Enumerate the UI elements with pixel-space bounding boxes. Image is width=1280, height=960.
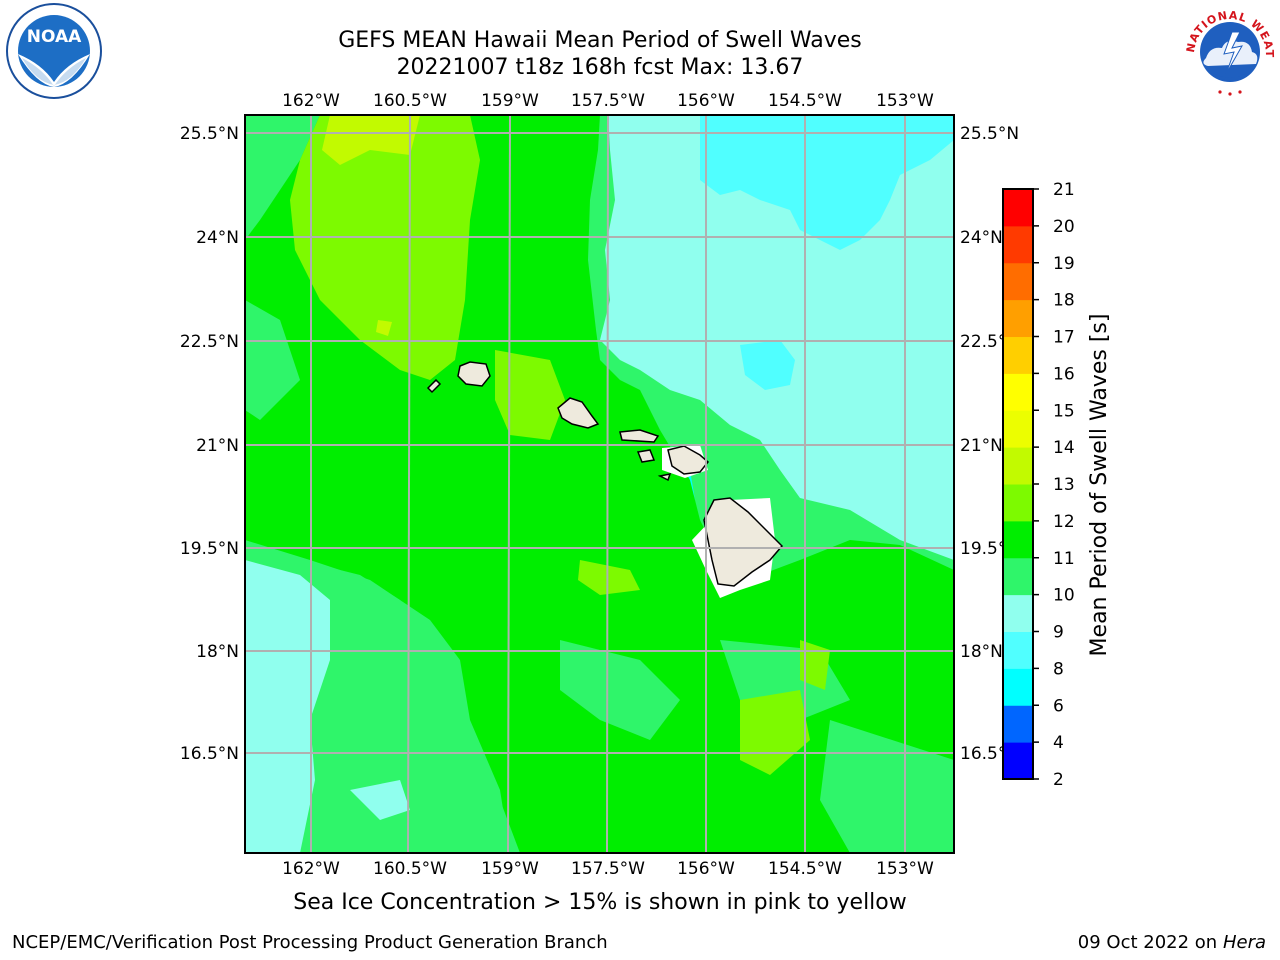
credit-date: 09 Oct 2022 on Hera bbox=[1078, 932, 1266, 953]
colorbar-tick-label: 8 bbox=[1053, 659, 1064, 679]
hawaii-big-island bbox=[703, 497, 784, 587]
colorbar-tick-label: 12 bbox=[1053, 512, 1075, 532]
lon-label: 157.5°W bbox=[571, 859, 645, 879]
colorbar-swatch bbox=[1003, 373, 1033, 411]
map-gridlines bbox=[245, 115, 954, 853]
colorbar-swatch bbox=[1003, 594, 1033, 633]
lat-label: 25.5°N bbox=[960, 124, 1019, 144]
oahu-island bbox=[557, 397, 600, 429]
colorbar-tick-label: 2 bbox=[1053, 770, 1064, 790]
kahoolawe-island bbox=[657, 473, 672, 482]
lat-label: 21°N bbox=[196, 436, 239, 456]
colorbar-swatch bbox=[1003, 668, 1033, 706]
colorbar-swatch bbox=[1003, 484, 1033, 522]
lon-label: 162°W bbox=[282, 859, 340, 879]
maui-island bbox=[667, 445, 710, 475]
lon-label: 160.5°W bbox=[373, 859, 447, 879]
colorbar-tick-label: 13 bbox=[1053, 475, 1075, 495]
colorbar-tick-label: 4 bbox=[1053, 733, 1064, 753]
colorbar-swatch bbox=[1003, 447, 1033, 485]
lat-label: 18°N bbox=[196, 642, 239, 662]
colorbar-swatch bbox=[1003, 410, 1033, 448]
lon-label: 153°W bbox=[876, 859, 934, 879]
field-8-9s bbox=[700, 115, 954, 250]
colorbar-tick-label: 18 bbox=[1053, 291, 1075, 311]
sea-ice-note: Sea Ice Concentration > 15% is shown in … bbox=[293, 890, 907, 915]
credit-branch: NCEP/EMC/Verification Post Processing Pr… bbox=[12, 932, 608, 953]
field-13-14s bbox=[322, 115, 420, 165]
lon-label: 153°W bbox=[876, 91, 934, 111]
lon-labels-top: 162°W 160.5°W 159°W 157.5°W 156°W 154.5°… bbox=[282, 91, 934, 111]
colorbar-tick-label: 15 bbox=[1053, 401, 1075, 421]
map-frame bbox=[244, 114, 955, 854]
lon-labels-bottom: 162°W 160.5°W 159°W 157.5°W 156°W 154.5°… bbox=[282, 859, 934, 879]
nws-logo: NATIONAL WEATHER SERVICE bbox=[1180, 0, 1278, 98]
lon-label: 157.5°W bbox=[571, 91, 645, 111]
lon-label: 160.5°W bbox=[373, 91, 447, 111]
lat-label: 24°N bbox=[196, 228, 239, 248]
colorbar-swatch bbox=[1003, 742, 1033, 780]
niihau-island bbox=[426, 378, 442, 394]
field-12-13s bbox=[290, 115, 480, 380]
colorbar-tick-label: 16 bbox=[1053, 364, 1075, 384]
noaa-logo: NOAA bbox=[6, 3, 102, 99]
colorbar-tick-label: 6 bbox=[1053, 696, 1064, 716]
chart-subtitle: 20221007 t18z 168h fcst Max: 13.67 bbox=[396, 55, 804, 80]
lon-label: 159°W bbox=[481, 91, 539, 111]
lat-label: 24°N bbox=[960, 228, 1003, 248]
colorbar-ticks: 2 4 6 8 9 10 11 12 13 14 15 16 17 18 19 20 21 bbox=[1033, 180, 1075, 790]
colorbar-swatch bbox=[1003, 557, 1033, 596]
colorbar-tick-label: 11 bbox=[1053, 549, 1075, 569]
colorbar-tick-label: 17 bbox=[1053, 328, 1075, 348]
lon-label: 159°W bbox=[481, 859, 539, 879]
lat-label: 19.5°N bbox=[180, 539, 239, 559]
lon-label: 154.5°W bbox=[768, 859, 842, 879]
colorbar-swatch bbox=[1003, 299, 1033, 338]
colorbar-swatch bbox=[1003, 631, 1033, 669]
kauai-island bbox=[457, 361, 491, 387]
lat-labels-left: 25.5°N 24°N 22.5°N 21°N 19.5°N 18°N 16.5… bbox=[180, 124, 239, 764]
colorbar-tick-label: 14 bbox=[1053, 438, 1075, 458]
chart-title: GEFS MEAN Hawaii Mean Period of Swell Wa… bbox=[338, 28, 862, 53]
colorbar-tick-label: 9 bbox=[1053, 623, 1064, 643]
colorbar-tick-label: 20 bbox=[1053, 217, 1075, 237]
colorbar bbox=[1003, 189, 1033, 780]
colorbar-swatch bbox=[1003, 520, 1033, 559]
colorbar-tick-label: 10 bbox=[1053, 586, 1075, 606]
lon-label: 156°W bbox=[677, 859, 735, 879]
colorbar-label: Mean Period of Swell Waves [s] bbox=[1087, 314, 1112, 657]
lat-label: 16.5°N bbox=[180, 744, 239, 764]
colorbar-tick-label: 19 bbox=[1053, 254, 1075, 274]
credit-date-text: 09 Oct 2022 on bbox=[1077, 932, 1218, 953]
molokai-island bbox=[619, 429, 660, 443]
colorbar-swatch bbox=[1003, 225, 1033, 264]
colorbar-swatch bbox=[1003, 262, 1033, 301]
colorbar-swatch bbox=[1003, 705, 1033, 743]
lat-label: 21°N bbox=[960, 436, 1003, 456]
lanai-island bbox=[636, 449, 656, 463]
colorbar-tick-label: 21 bbox=[1053, 180, 1075, 200]
noaa-logo-text: NOAA bbox=[27, 27, 82, 47]
lat-label: 25.5°N bbox=[180, 124, 239, 144]
lon-label: 156°W bbox=[677, 91, 735, 111]
colorbar-swatch bbox=[1003, 189, 1033, 227]
lon-label: 162°W bbox=[282, 91, 340, 111]
credit-machine: Hera bbox=[1222, 932, 1266, 953]
lat-label: 22.5°N bbox=[180, 332, 239, 352]
lon-label: 154.5°W bbox=[768, 91, 842, 111]
lat-label: 18°N bbox=[960, 642, 1003, 662]
colorbar-swatch bbox=[1003, 336, 1033, 374]
